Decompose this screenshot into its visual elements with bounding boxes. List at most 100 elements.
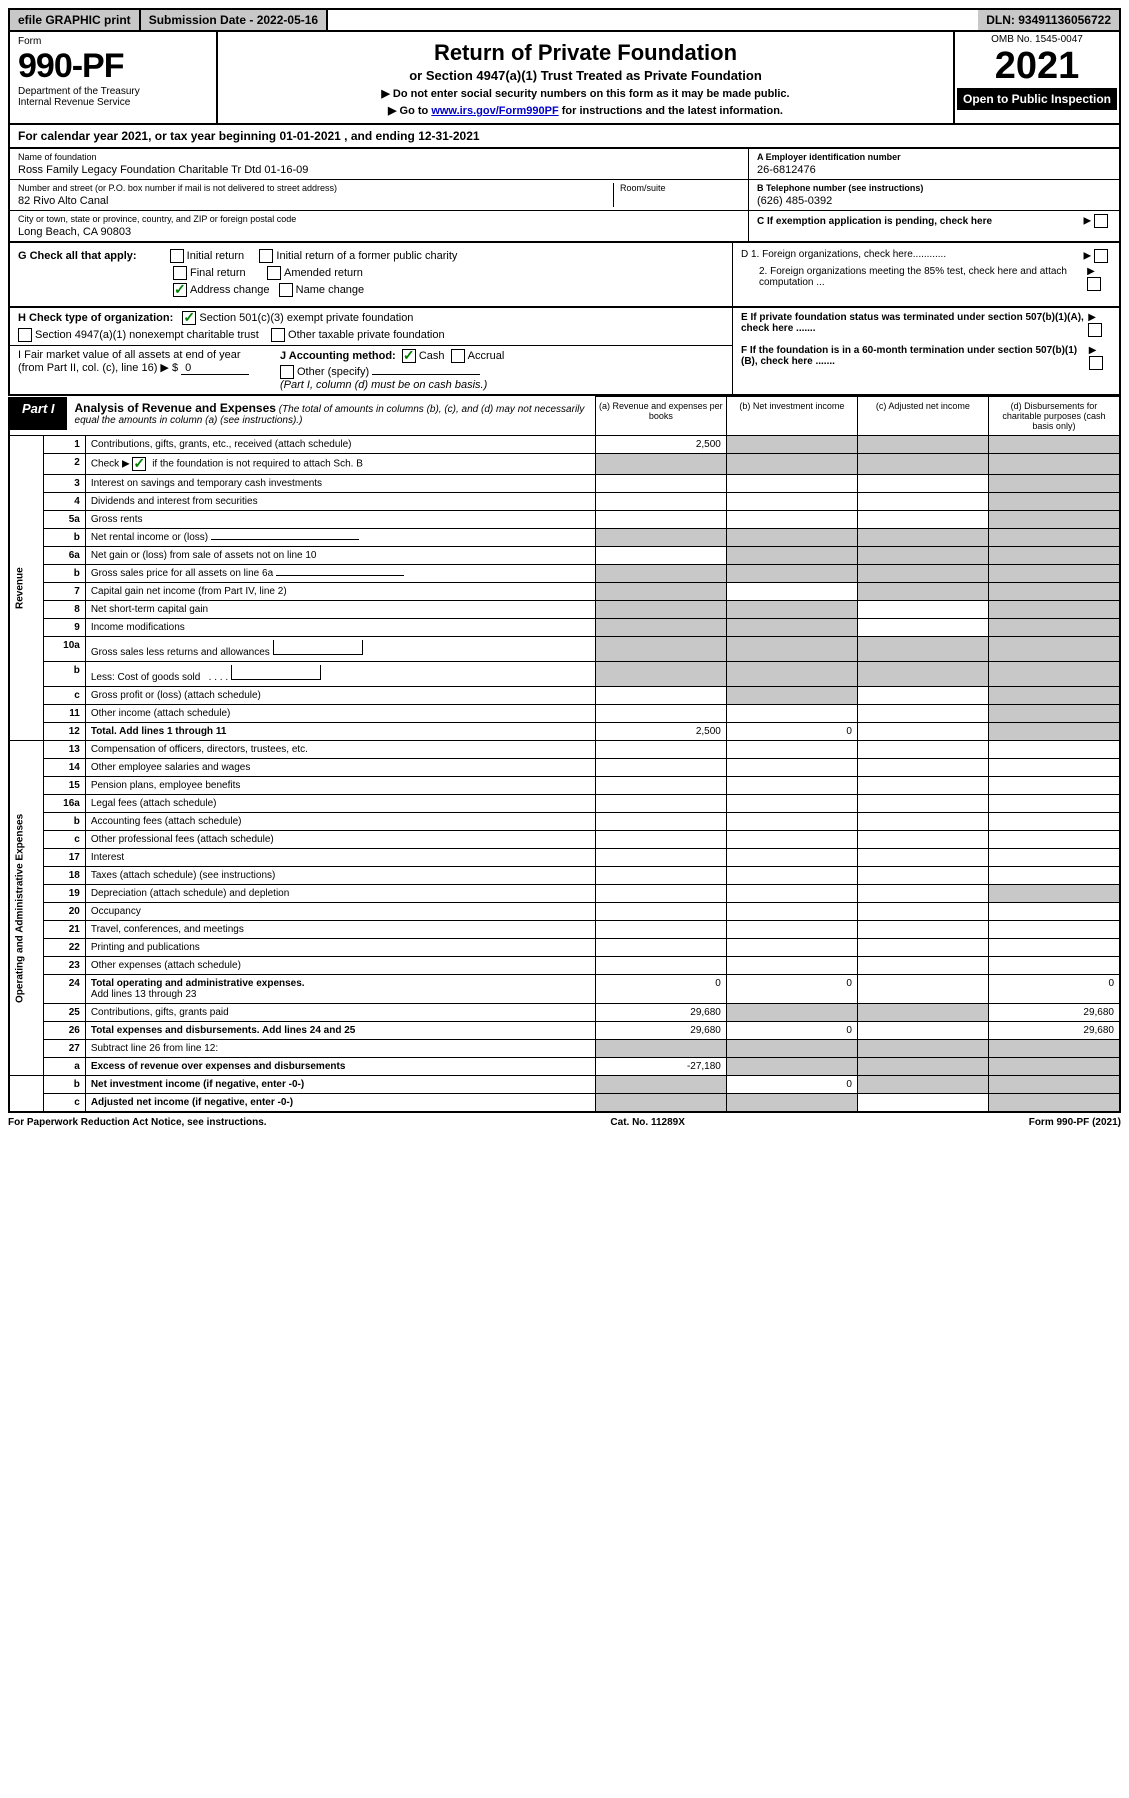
final-return-checkbox[interactable] <box>173 266 187 280</box>
table-row: 21Travel, conferences, and meetings <box>9 921 1120 939</box>
info-right: A Employer identification number 26-6812… <box>748 149 1119 241</box>
footer-center: Cat. No. 11289X <box>610 1117 684 1128</box>
table-row: 27Subtract line 26 from line 12: <box>9 1040 1120 1058</box>
table-row: 18Taxes (attach schedule) (see instructi… <box>9 867 1120 885</box>
address-change-checkbox[interactable] <box>173 283 187 297</box>
table-row: 25Contributions, gifts, grants paid29,68… <box>9 1004 1120 1022</box>
table-row: 2 Check ▶ if the foundation is not requi… <box>9 454 1120 475</box>
table-row: 26Total expenses and disbursements. Add … <box>9 1022 1120 1040</box>
sch-b-checkbox[interactable] <box>132 457 146 471</box>
table-row: bAccounting fees (attach schedule) <box>9 813 1120 831</box>
address-cell: Number and street (or P.O. box number if… <box>10 180 748 211</box>
table-row: Operating and Administrative Expenses 13… <box>9 741 1120 759</box>
footer: For Paperwork Reduction Act Notice, see … <box>8 1113 1121 1132</box>
part1-table: Part I Analysis of Revenue and Expenses … <box>8 396 1121 1113</box>
irs-label: Internal Revenue Service <box>18 97 208 108</box>
amended-checkbox[interactable] <box>267 266 281 280</box>
revenue-label: Revenue <box>9 436 43 741</box>
table-row: bLess: Cost of goods sold . . . . <box>9 662 1120 687</box>
table-row: 7Capital gain net income (from Part IV, … <box>9 583 1120 601</box>
city-cell: City or town, state or province, country… <box>10 211 748 241</box>
form-subtitle: or Section 4947(a)(1) Trust Treated as P… <box>224 68 947 83</box>
fmv-value: 0 <box>181 362 249 375</box>
table-row: 3Interest on savings and temporary cash … <box>9 475 1120 493</box>
table-row: bNet rental income or (loss) <box>9 529 1120 547</box>
table-row: 24Total operating and administrative exp… <box>9 975 1120 1004</box>
opex-label: Operating and Administrative Expenses <box>9 741 43 1076</box>
omb-number: OMB No. 1545-0047 <box>957 34 1117 45</box>
phone-value: (626) 485-0392 <box>757 193 1111 207</box>
table-row: 20Occupancy <box>9 903 1120 921</box>
info-block: Name of foundation Ross Family Legacy Fo… <box>8 149 1121 243</box>
table-row: aExcess of revenue over expenses and dis… <box>9 1058 1120 1076</box>
header-left: Form 990-PF Department of the Treasury I… <box>10 32 218 123</box>
header-center: Return of Private Foundation or Section … <box>218 32 953 123</box>
dept-label: Department of the Treasury <box>18 86 208 97</box>
form-label: Form <box>18 36 208 47</box>
foundation-name: Ross Family Legacy Foundation Charitable… <box>18 162 740 176</box>
footer-right: Form 990-PF (2021) <box>1029 1117 1121 1128</box>
dln-label: DLN: 93491136056722 <box>978 10 1119 30</box>
col-c-header: (c) Adjusted net income <box>857 397 988 436</box>
exemption-checkbox[interactable] <box>1094 214 1108 228</box>
g-section: G Check all that apply: Initial return I… <box>10 243 732 306</box>
col-a-header: (a) Revenue and expenses per books <box>595 397 726 436</box>
table-row: Revenue 1 Contributions, gifts, grants, … <box>9 436 1120 454</box>
irs-link[interactable]: www.irs.gov/Form990PF <box>431 105 558 117</box>
other-taxable-checkbox[interactable] <box>271 328 285 342</box>
table-row: 5aGross rents <box>9 511 1120 529</box>
ein-value: 26-6812476 <box>757 162 1111 176</box>
ein-cell: A Employer identification number 26-6812… <box>749 149 1119 180</box>
form-title: Return of Private Foundation <box>224 40 947 66</box>
instruction-1: ▶ Do not enter social security numbers o… <box>224 87 947 100</box>
table-row: 23Other expenses (attach schedule) <box>9 957 1120 975</box>
4947-checkbox[interactable] <box>18 328 32 342</box>
table-row: cOther professional fees (attach schedul… <box>9 831 1120 849</box>
ij-row: I Fair market value of all assets at end… <box>10 346 732 394</box>
f-checkbox[interactable] <box>1089 356 1103 370</box>
top-bar: efile GRAPHIC print Submission Date - 20… <box>8 8 1121 32</box>
exemption-cell: C If exemption application is pending, c… <box>749 211 1119 231</box>
table-row: 8Net short-term capital gain <box>9 601 1120 619</box>
table-row: 22Printing and publications <box>9 939 1120 957</box>
info-left: Name of foundation Ross Family Legacy Fo… <box>10 149 748 241</box>
table-row: cGross profit or (loss) (attach schedule… <box>9 687 1120 705</box>
table-row: 11Other income (attach schedule) <box>9 705 1120 723</box>
initial-former-checkbox[interactable] <box>259 249 273 263</box>
ef-section: E If private foundation status was termi… <box>732 308 1119 394</box>
foundation-name-cell: Name of foundation Ross Family Legacy Fo… <box>10 149 748 180</box>
foundation-city: Long Beach, CA 90803 <box>18 224 740 238</box>
initial-return-checkbox[interactable] <box>170 249 184 263</box>
table-row: 19Depreciation (attach schedule) and dep… <box>9 885 1120 903</box>
foundation-address: 82 Rivo Alto Canal <box>18 193 613 207</box>
table-row: 15Pension plans, employee benefits <box>9 777 1120 795</box>
i-section: I Fair market value of all assets at end… <box>18 349 268 391</box>
name-change-checkbox[interactable] <box>279 283 293 297</box>
efile-label[interactable]: efile GRAPHIC print <box>10 10 141 30</box>
footer-left: For Paperwork Reduction Act Notice, see … <box>8 1117 267 1128</box>
other-method-checkbox[interactable] <box>280 365 294 379</box>
501c3-checkbox[interactable] <box>182 311 196 325</box>
part1-label: Part I <box>10 397 67 430</box>
cash-checkbox[interactable] <box>402 349 416 363</box>
instruction-2: ▶ Go to www.irs.gov/Form990PF for instru… <box>224 104 947 117</box>
d-section: D 1. Foreign organizations, check here..… <box>732 243 1119 306</box>
table-row: 17Interest <box>9 849 1120 867</box>
table-row: bNet investment income (if negative, ent… <box>9 1076 1120 1094</box>
hij-left: H Check type of organization: Section 50… <box>10 308 732 394</box>
accrual-checkbox[interactable] <box>451 349 465 363</box>
d1-checkbox[interactable] <box>1094 249 1108 263</box>
d2-checkbox[interactable] <box>1087 277 1101 291</box>
col-b-header: (b) Net investment income <box>726 397 857 436</box>
open-inspection: Open to Public Inspection <box>957 88 1117 110</box>
table-row: 12Total. Add lines 1 through 112,5000 <box>9 723 1120 741</box>
table-row: bGross sales price for all assets on lin… <box>9 565 1120 583</box>
col-d-header: (d) Disbursements for charitable purpose… <box>988 397 1120 436</box>
hij-section: H Check type of organization: Section 50… <box>8 308 1121 396</box>
calendar-year-row: For calendar year 2021, or tax year begi… <box>8 125 1121 149</box>
room-label: Room/suite <box>620 183 740 193</box>
form-number: 990-PF <box>18 47 208 86</box>
e-checkbox[interactable] <box>1088 323 1102 337</box>
submission-date: Submission Date - 2022-05-16 <box>141 10 328 30</box>
g-d-section: G Check all that apply: Initial return I… <box>8 243 1121 308</box>
